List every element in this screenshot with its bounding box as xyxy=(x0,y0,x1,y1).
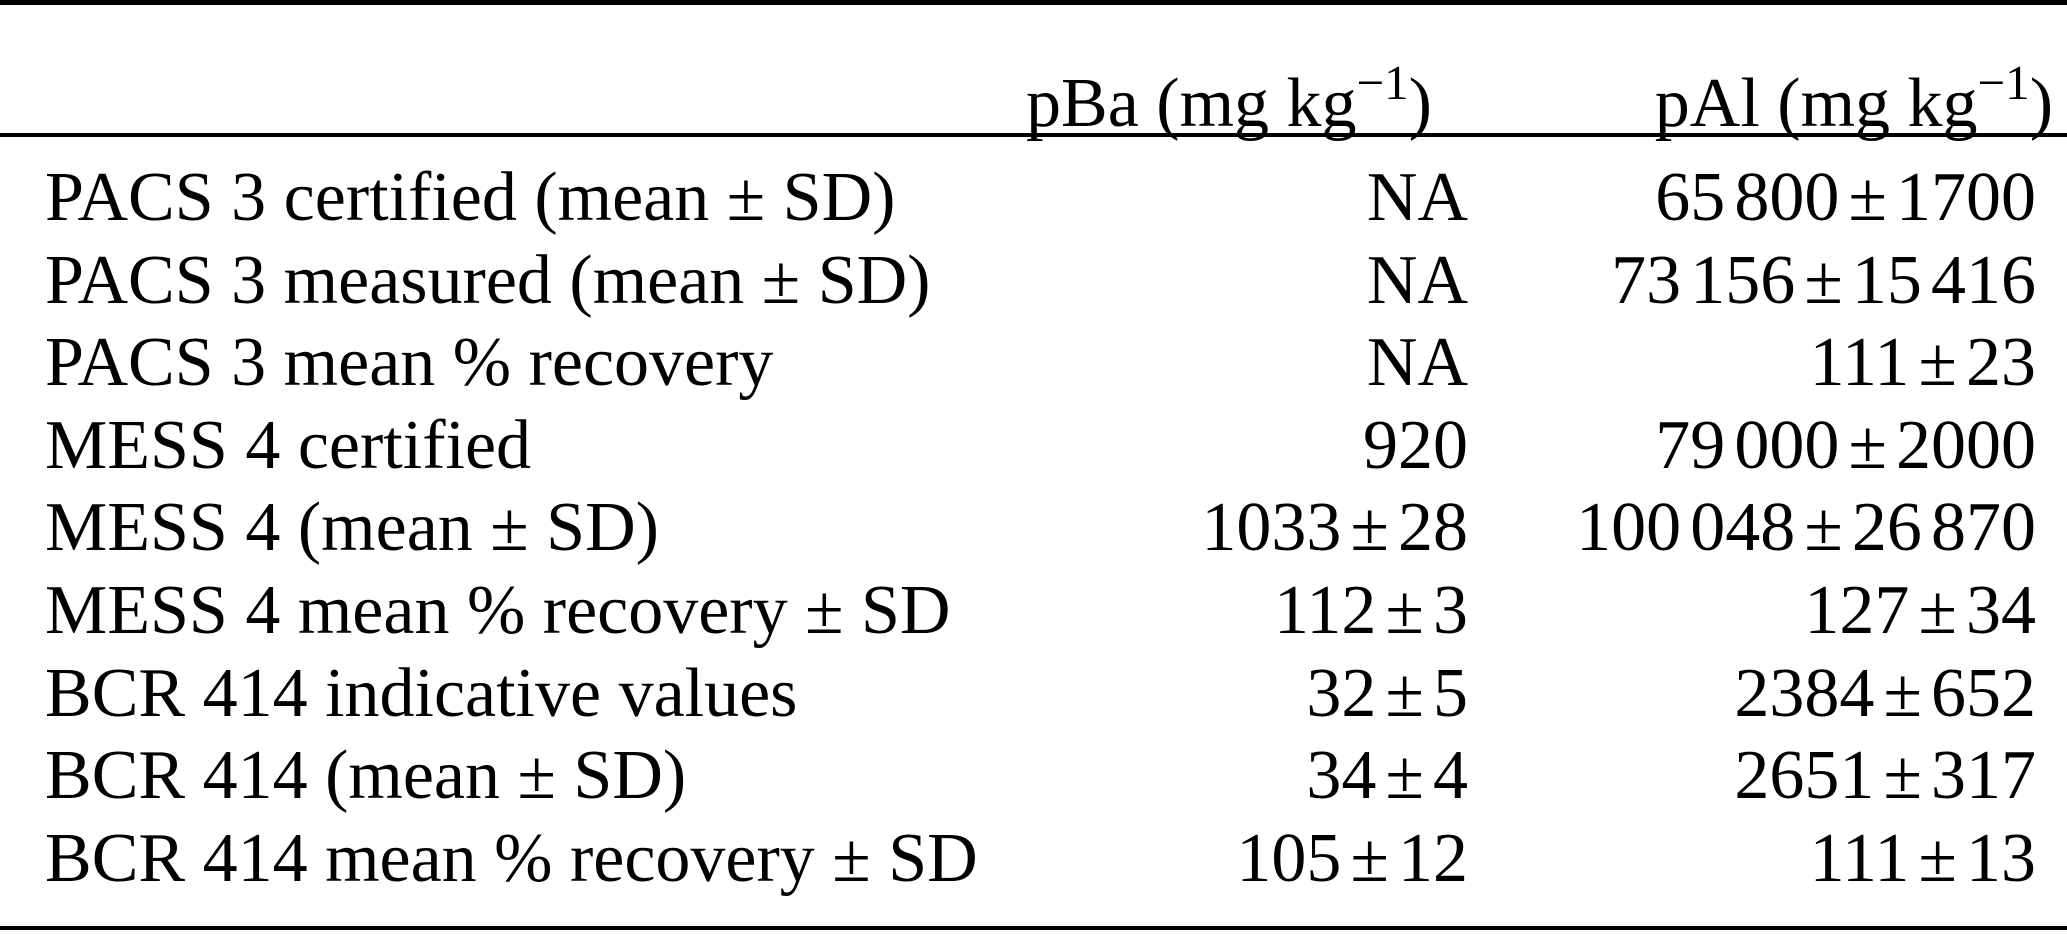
pba-value: 1033 ± 28 xyxy=(1201,489,1468,567)
pal-unit-exponent: −1 xyxy=(1977,55,2030,110)
pba-value: 34 ± 4 xyxy=(1306,737,1468,815)
pal-value: 100 048 ± 26 870 xyxy=(1576,489,2036,567)
pba-unit-prefix: pBa (mg kg xyxy=(1026,64,1357,142)
row-label: PACS 3 certified (mean ± SD) xyxy=(45,159,896,236)
pba-value: NA xyxy=(1366,241,1468,319)
row-label: PACS 3 measured (mean ± SD) xyxy=(45,241,931,319)
pal-value: 111 ± 23 xyxy=(1809,324,2036,402)
pba-value: 105 ± 12 xyxy=(1236,819,1468,897)
pal-value: 2384 ± 652 xyxy=(1734,654,2036,732)
pba-unit-exponent: −1 xyxy=(1356,55,1409,110)
pba-unit-suffix: ) xyxy=(1408,64,1432,142)
pba-value: NA xyxy=(1366,159,1468,236)
table-row: PACS 3 measured (mean ± SD) NA 73 156 ± … xyxy=(0,240,2036,323)
row-label: PACS 3 mean % recovery xyxy=(45,324,774,402)
table-header-row: pBa (mg kg−1) pAl (mg kg−1) xyxy=(0,5,2053,142)
column-header-pba: pBa (mg kg−1) xyxy=(1026,19,1468,168)
pal-value: 73 156 ± 15 416 xyxy=(1611,241,2036,319)
row-label: MESS 4 (mean ± SD) xyxy=(45,489,659,567)
row-label: MESS 4 certified xyxy=(45,406,532,484)
pal-unit-prefix: pAl (mg kg xyxy=(1654,64,1978,142)
table-row: MESS 4 mean % recovery ± SD 112 ± 3 127 … xyxy=(0,570,2036,653)
row-label: BCR 414 indicative values xyxy=(45,654,798,732)
table-bottom-rule xyxy=(0,926,2067,930)
table-row: BCR 414 indicative values 32 ± 5 2384 ± … xyxy=(0,653,2036,736)
pal-unit-suffix: ) xyxy=(2029,64,2053,142)
pal-value: 79 000 ± 2000 xyxy=(1655,406,2036,484)
pba-value: NA xyxy=(1366,324,1468,402)
table-body: PACS 3 certified (mean ± SD) NA 65 800 ±… xyxy=(0,137,2036,900)
table-row: PACS 3 certified (mean ± SD) NA 65 800 ±… xyxy=(0,157,2036,240)
pba-value: 112 ± 3 xyxy=(1273,571,1468,649)
table-row: BCR 414 (mean ± SD) 34 ± 4 2651 ± 317 xyxy=(0,735,2036,818)
row-label: MESS 4 mean % recovery ± SD xyxy=(45,571,951,649)
row-label: BCR 414 mean % recovery ± SD xyxy=(45,819,978,897)
pal-value: 2651 ± 317 xyxy=(1734,737,2036,815)
table-top-rule xyxy=(0,0,2067,5)
table-row: MESS 4 certified 920 79 000 ± 2000 xyxy=(0,405,2036,488)
table-header-rule xyxy=(0,133,2067,137)
pal-value: 111 ± 13 xyxy=(1809,819,2036,897)
table-row: BCR 414 mean % recovery ± SD 105 ± 12 11… xyxy=(0,818,2036,901)
pba-value: 32 ± 5 xyxy=(1306,654,1468,732)
pal-value: 65 800 ± 1700 xyxy=(1655,159,2036,236)
pba-value: 920 xyxy=(1363,406,1468,484)
column-header-pal: pAl (mg kg−1) xyxy=(1485,19,2053,168)
table-row: MESS 4 (mean ± SD) 1033 ± 28 100 048 ± 2… xyxy=(0,487,2036,570)
pal-value: 127 ± 34 xyxy=(1804,571,2036,649)
row-label: BCR 414 (mean ± SD) xyxy=(45,737,687,815)
table-row: PACS 3 mean % recovery NA 111 ± 23 xyxy=(0,322,2036,405)
